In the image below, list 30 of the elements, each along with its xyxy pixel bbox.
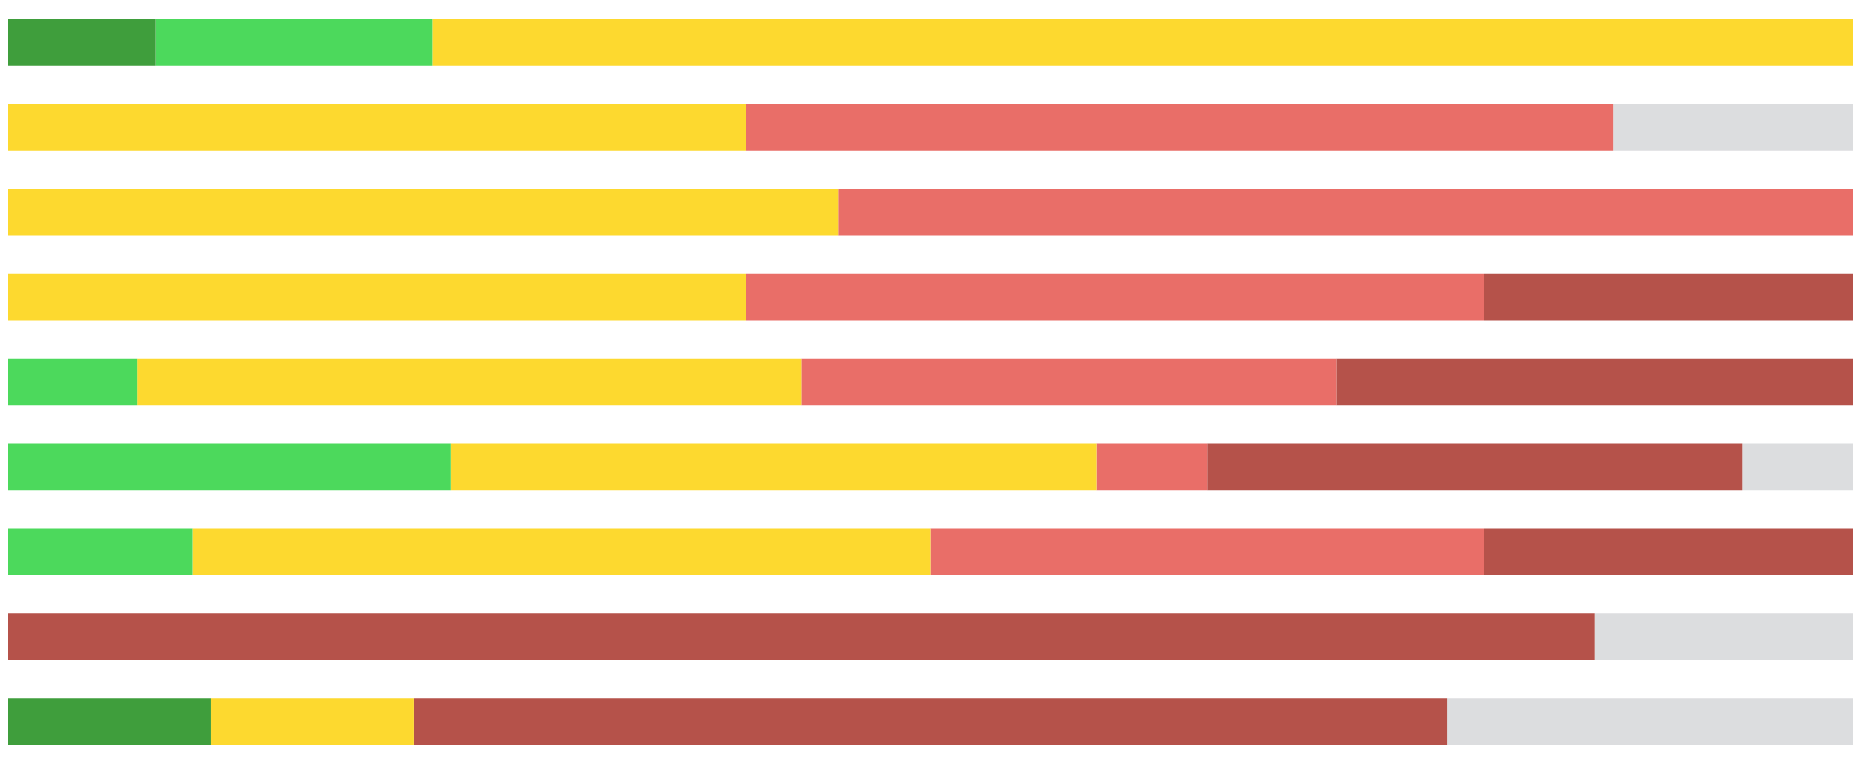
bar — [8, 103, 746, 151]
bar — [1613, 103, 1853, 151]
bar — [1594, 613, 1853, 661]
bar — [1336, 358, 1853, 406]
bar — [8, 19, 156, 66]
bar — [8, 698, 211, 745]
bar — [838, 188, 1853, 236]
bar — [155, 19, 433, 66]
bar — [930, 528, 1484, 576]
bar — [1207, 443, 1743, 491]
bar — [8, 613, 1595, 661]
bar — [8, 188, 839, 236]
bar — [8, 528, 193, 576]
bar — [8, 443, 451, 491]
bar — [1484, 528, 1853, 576]
bar — [746, 103, 1614, 151]
bar — [413, 698, 1448, 745]
bar — [801, 358, 1337, 406]
bar — [137, 358, 802, 406]
bar — [192, 528, 931, 576]
bar — [8, 358, 138, 406]
bar — [1447, 698, 1853, 745]
bar — [432, 19, 1853, 66]
bar — [210, 698, 414, 745]
bar — [1096, 443, 1208, 491]
bar — [746, 273, 1484, 321]
bar — [1742, 443, 1853, 491]
bar — [1484, 273, 1853, 321]
bar — [8, 273, 746, 321]
bar — [450, 443, 1097, 491]
